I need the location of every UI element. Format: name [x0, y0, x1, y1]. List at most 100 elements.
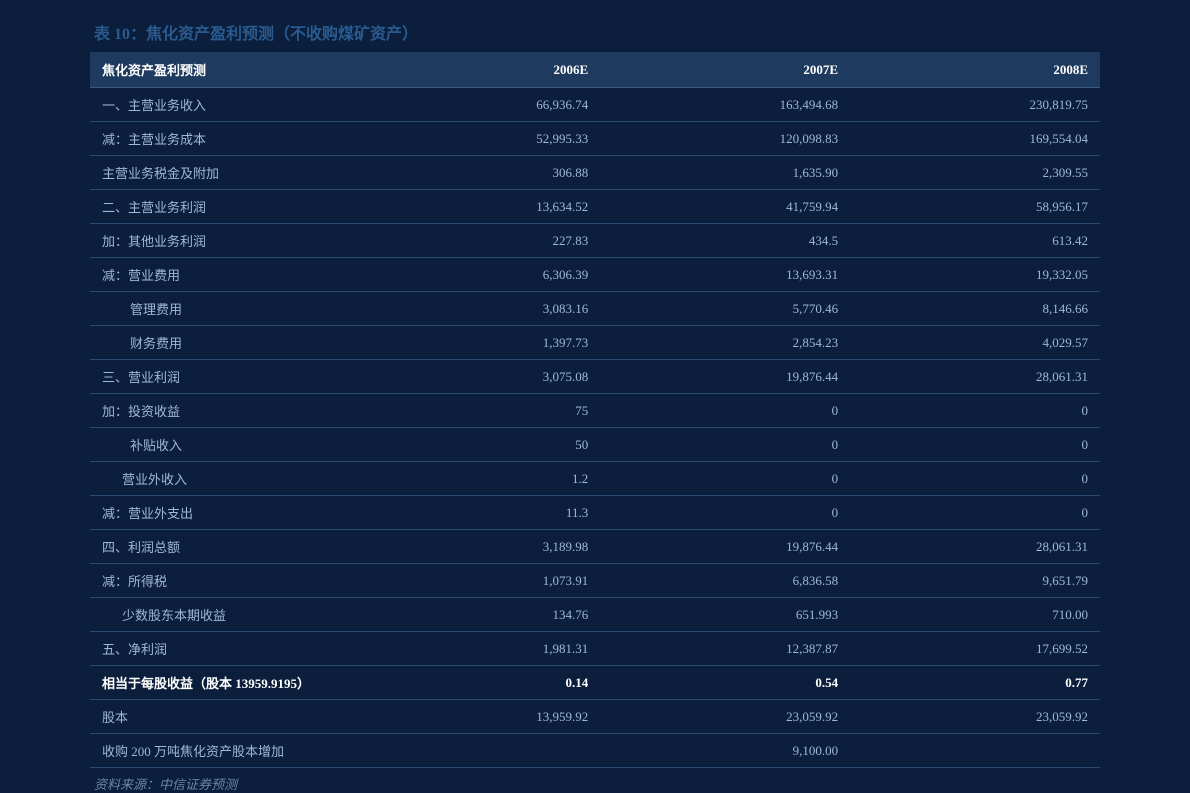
row-value: 52,995.33 [370, 122, 600, 156]
row-label: 四、利润总额 [90, 530, 370, 564]
row-label: 财务费用 [90, 326, 370, 360]
table-row: 少数股东本期收益134.76651.993710.00 [90, 598, 1100, 632]
row-value: 8,146.66 [850, 292, 1100, 326]
row-value: 169,554.04 [850, 122, 1100, 156]
row-value: 9,651.79 [850, 564, 1100, 598]
row-value: 0 [850, 496, 1100, 530]
row-label: 补贴收入 [90, 428, 370, 462]
row-label: 管理费用 [90, 292, 370, 326]
row-value: 11.3 [370, 496, 600, 530]
table-row: 加：投资收益7500 [90, 394, 1100, 428]
row-label: 五、净利润 [90, 632, 370, 666]
row-value: 0 [600, 462, 850, 496]
forecast-table: 焦化资产盈利预测 2006E 2007E 2008E 一、主营业务收入66,93… [90, 52, 1100, 768]
table-row: 财务费用1,397.732,854.234,029.57 [90, 326, 1100, 360]
table-header-row: 焦化资产盈利预测 2006E 2007E 2008E [90, 52, 1100, 88]
row-value: 23,059.92 [850, 700, 1100, 734]
row-value: 2,309.55 [850, 156, 1100, 190]
row-value: 1,073.91 [370, 564, 600, 598]
row-value: 0 [600, 496, 850, 530]
row-value: 651.993 [600, 598, 850, 632]
row-label: 股本 [90, 700, 370, 734]
row-value: 13,959.92 [370, 700, 600, 734]
table-row: 减：营业外支出11.300 [90, 496, 1100, 530]
row-label: 加：其他业务利润 [90, 224, 370, 258]
row-value: 13,693.31 [600, 258, 850, 292]
source-note: 资料来源：中信证券预测 [90, 774, 1100, 793]
table-row: 营业外收入1.200 [90, 462, 1100, 496]
row-value: 0 [850, 462, 1100, 496]
row-label: 一、主营业务收入 [90, 88, 370, 122]
header-col-1: 2006E [370, 52, 600, 88]
row-value: 13,634.52 [370, 190, 600, 224]
table-row: 减：主营业务成本52,995.33120,098.83169,554.04 [90, 122, 1100, 156]
table-body: 一、主营业务收入66,936.74163,494.68230,819.75减：主… [90, 88, 1100, 768]
row-label: 减：所得税 [90, 564, 370, 598]
row-value: 134.76 [370, 598, 600, 632]
row-value: 1,635.90 [600, 156, 850, 190]
row-value: 23,059.92 [600, 700, 850, 734]
row-value: 12,387.87 [600, 632, 850, 666]
row-value [850, 734, 1100, 768]
table-row: 一、主营业务收入66,936.74163,494.68230,819.75 [90, 88, 1100, 122]
header-col-3: 2008E [850, 52, 1100, 88]
row-value: 0 [600, 394, 850, 428]
row-value: 19,876.44 [600, 360, 850, 394]
row-value: 6,836.58 [600, 564, 850, 598]
row-value: 434.5 [600, 224, 850, 258]
row-value: 230,819.75 [850, 88, 1100, 122]
table-row: 相当于每股收益（股本 13959.9195）0.140.540.77 [90, 666, 1100, 700]
table-row: 四、利润总额3,189.9819,876.4428,061.31 [90, 530, 1100, 564]
row-value: 9,100.00 [600, 734, 850, 768]
row-label: 主营业务税金及附加 [90, 156, 370, 190]
row-value: 66,936.74 [370, 88, 600, 122]
table-row: 收购 200 万吨焦化资产股本增加 9,100.00 [90, 734, 1100, 768]
row-label: 三、营业利润 [90, 360, 370, 394]
row-value: 17,699.52 [850, 632, 1100, 666]
row-value: 58,956.17 [850, 190, 1100, 224]
row-value: 28,061.31 [850, 530, 1100, 564]
row-value: 3,075.08 [370, 360, 600, 394]
table-row: 五、净利润1,981.3112,387.8717,699.52 [90, 632, 1100, 666]
table-row: 股本13,959.9223,059.9223,059.92 [90, 700, 1100, 734]
row-value: 163,494.68 [600, 88, 850, 122]
row-value: 6,306.39 [370, 258, 600, 292]
row-label: 少数股东本期收益 [90, 598, 370, 632]
row-value: 710.00 [850, 598, 1100, 632]
row-value: 4,029.57 [850, 326, 1100, 360]
row-label: 收购 200 万吨焦化资产股本增加 [90, 734, 370, 768]
table-row: 补贴收入5000 [90, 428, 1100, 462]
row-value: 3,083.16 [370, 292, 600, 326]
table-row: 二、主营业务利润13,634.5241,759.9458,956.17 [90, 190, 1100, 224]
table-row: 三、营业利润3,075.0819,876.4428,061.31 [90, 360, 1100, 394]
row-value: 19,876.44 [600, 530, 850, 564]
table-row: 管理费用3,083.165,770.468,146.66 [90, 292, 1100, 326]
table-row: 减：营业费用6,306.3913,693.3119,332.05 [90, 258, 1100, 292]
row-value: 120,098.83 [600, 122, 850, 156]
table-row: 主营业务税金及附加306.881,635.902,309.55 [90, 156, 1100, 190]
header-col-2: 2007E [600, 52, 850, 88]
row-value: 0 [850, 394, 1100, 428]
table-row: 减：所得税1,073.916,836.589,651.79 [90, 564, 1100, 598]
row-value: 1.2 [370, 462, 600, 496]
header-col-0: 焦化资产盈利预测 [90, 52, 370, 88]
row-label: 二、主营业务利润 [90, 190, 370, 224]
row-value: 0 [850, 428, 1100, 462]
row-label: 减：营业费用 [90, 258, 370, 292]
row-label: 营业外收入 [90, 462, 370, 496]
row-value: 5,770.46 [600, 292, 850, 326]
table-row: 加：其他业务利润227.83434.5613.42 [90, 224, 1100, 258]
row-label: 加：投资收益 [90, 394, 370, 428]
row-value: 41,759.94 [600, 190, 850, 224]
row-value [370, 734, 600, 768]
row-value: 28,061.31 [850, 360, 1100, 394]
row-value: 2,854.23 [600, 326, 850, 360]
row-label: 减：营业外支出 [90, 496, 370, 530]
row-value: 306.88 [370, 156, 600, 190]
row-value: 227.83 [370, 224, 600, 258]
row-value: 50 [370, 428, 600, 462]
row-value: 19,332.05 [850, 258, 1100, 292]
row-value: 0.14 [370, 666, 600, 700]
row-value: 0.77 [850, 666, 1100, 700]
table-title: 表 10：焦化资产盈利预测（不收购煤矿资产） [90, 20, 1100, 44]
